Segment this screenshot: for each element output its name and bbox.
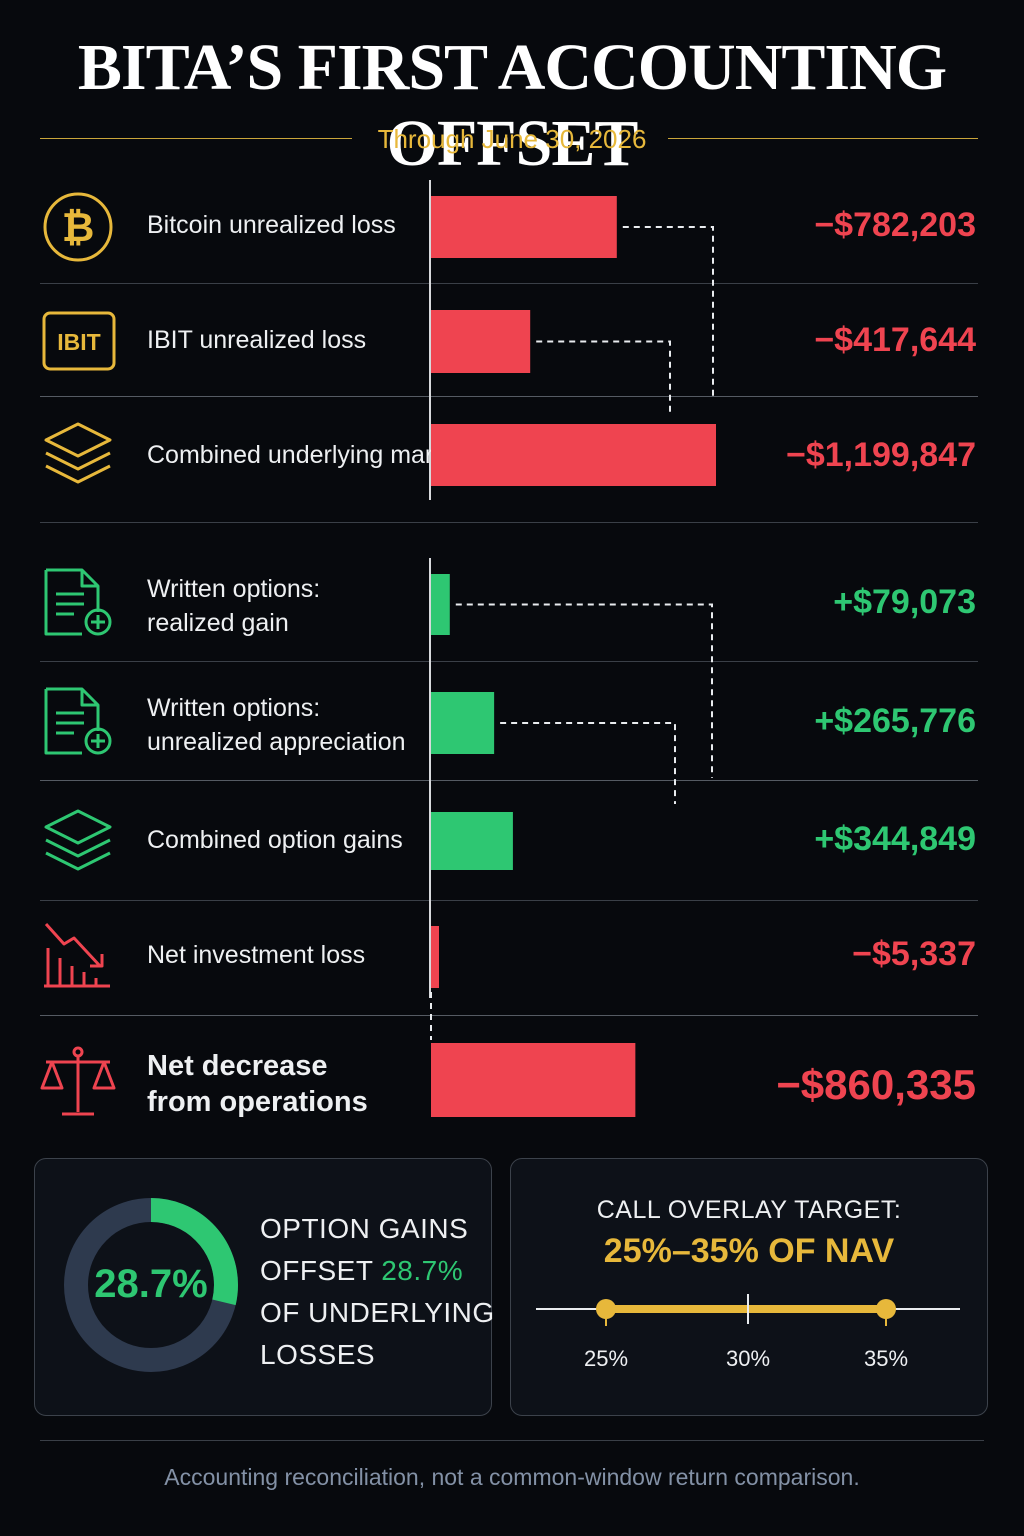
range-marker-high — [876, 1299, 896, 1319]
subtitle-date: Through June 30, 2026 — [377, 124, 647, 154]
zero-axis — [429, 180, 431, 500]
bar-bitcoin — [431, 196, 617, 258]
chart-down-icon — [44, 922, 110, 988]
offset-line-2-highlight: 28.7% — [381, 1255, 464, 1286]
svg-text:IBIT: IBIT — [57, 329, 100, 355]
tick-label-35: 35% — [863, 1346, 909, 1371]
bar-ibit — [431, 310, 531, 373]
value-label-ibit: −$417,644 — [814, 321, 976, 359]
tick-label-25: 25% — [583, 1346, 629, 1371]
row-label-net-investment-loss: Net investment loss — [147, 941, 366, 969]
offset-card — [34, 1158, 492, 1416]
bitcoin-icon: ₿ — [43, 192, 113, 262]
value-label-combined-options: +$344,849 — [814, 820, 976, 858]
scales-icon — [40, 1046, 116, 1116]
subtitle-rule-right — [668, 138, 978, 139]
bar-options-realized — [431, 574, 450, 635]
donut-center-value: 28.7% — [94, 1262, 208, 1306]
value-label-options-unrealized: +$265,776 — [814, 702, 976, 740]
section-divider — [40, 522, 978, 523]
target-label: CALL OVERLAY TARGET: — [596, 1196, 902, 1224]
connector-bitcoin-to-combined — [622, 226, 714, 396]
bar-combined-underlying — [431, 424, 716, 486]
row-label-combined-underlying: Combined underlying marks — [147, 441, 459, 469]
row-label-ibit: IBIT unrealized loss — [147, 326, 367, 354]
footer-divider — [40, 1440, 984, 1441]
offset-description: OPTION GAINS OFFSET 28.7% OF UNDERLYING … — [260, 1208, 495, 1376]
offset-donut — [64, 1198, 238, 1372]
donut-arc — [64, 1198, 238, 1372]
layers-icon — [44, 422, 112, 484]
zero-axis — [429, 558, 431, 998]
footer-note: Accounting reconciliation, not a common-… — [164, 1464, 860, 1490]
row-divider — [40, 283, 978, 284]
connector-ibit-to-combined — [536, 340, 671, 412]
ibit-badge-icon: IBIT — [42, 311, 116, 371]
connector-realized-to-combined — [455, 603, 713, 778]
target-range-scale — [536, 1294, 960, 1326]
value-label-bitcoin: −$782,203 — [814, 206, 976, 244]
offset-line-2: OFFSET 28.7% — [260, 1250, 495, 1292]
page-title: BITA’S FIRST ACCOUNTING OFFSET — [77, 31, 947, 180]
row-divider — [40, 396, 978, 397]
layers-icon — [44, 809, 112, 871]
target-value: 25%–35% OF NAV — [603, 1232, 895, 1270]
bar-combined-options — [431, 812, 513, 870]
target-card — [510, 1158, 988, 1416]
offset-line-2-prefix: OFFSET — [260, 1255, 382, 1286]
bar-options-unrealized — [431, 692, 495, 754]
document-plus-icon — [44, 687, 112, 755]
offset-line-1: OPTION GAINS — [260, 1213, 469, 1244]
bar-chart — [430, 196, 716, 1117]
value-label-options-realized: +$79,073 — [833, 583, 976, 621]
svg-text:₿: ₿ — [62, 206, 95, 250]
row-divider — [40, 1015, 978, 1016]
value-label-combined-underlying: −$1,199,847 — [785, 436, 976, 474]
value-label-net-decrease: −$860,335 — [776, 1061, 976, 1108]
row-label-combined-options: Combined option gains — [147, 826, 403, 854]
value-label-net-investment-loss: −$5,337 — [852, 935, 976, 973]
row-divider — [40, 900, 978, 901]
row-label-options-unrealized: Written options: unrealized appreciation — [147, 694, 406, 756]
tick-label-30: 30% — [725, 1346, 771, 1371]
row-label-bitcoin: Bitcoin unrealized loss — [147, 211, 396, 239]
row-divider — [40, 780, 978, 781]
offset-line-3: OF UNDERLYING — [260, 1297, 495, 1328]
bar-net-decrease — [431, 1043, 636, 1117]
range-marker-low — [596, 1299, 616, 1319]
row-label-options-realized: Written options: realized gain — [147, 575, 321, 637]
row-label-net-decrease: Net decrease from operations — [147, 1050, 368, 1118]
bar-net-investment-loss — [431, 926, 439, 988]
offset-line-4: LOSSES — [260, 1339, 376, 1370]
row-divider — [40, 661, 978, 662]
document-plus-icon — [44, 568, 112, 636]
subtitle-rule-left — [40, 138, 352, 139]
connector-unrealized-to-combined — [500, 722, 676, 804]
